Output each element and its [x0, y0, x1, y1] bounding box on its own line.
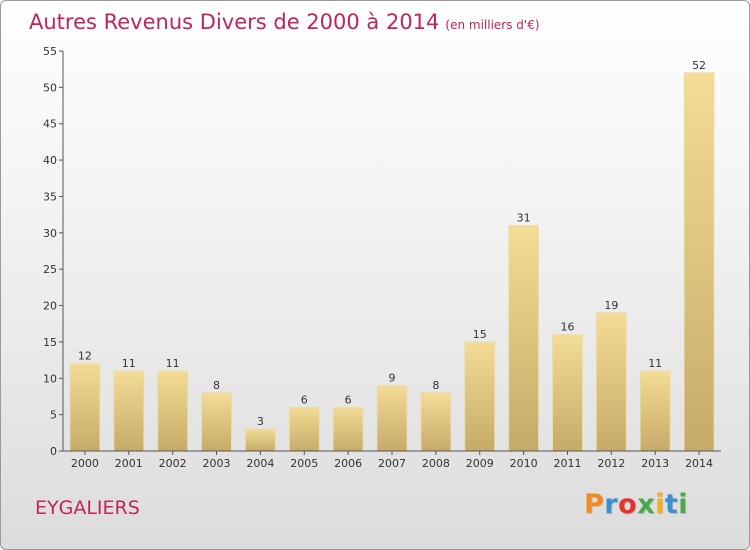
- value-label-2001: 11: [122, 357, 136, 370]
- value-label-2002: 11: [166, 357, 180, 370]
- chart-subtitle: (en milliers d'€): [445, 18, 540, 32]
- x-tick-label-2004: 2004: [246, 457, 274, 470]
- x-tick-label-2005: 2005: [290, 457, 318, 470]
- value-label-2000: 12: [78, 350, 92, 363]
- x-tick-label-2006: 2006: [334, 457, 362, 470]
- value-label-2006: 6: [345, 393, 352, 406]
- x-axis: 2000 2001 2002 2003 2004 2005 2006 2007 2008 2009…: [63, 450, 721, 470]
- x-tick-label-2002: 2002: [159, 457, 187, 470]
- bar-2010: [508, 225, 539, 452]
- y-tick-label: 40: [43, 154, 57, 167]
- y-tick-label: 55: [43, 45, 57, 58]
- x-tick-label-2013: 2013: [641, 457, 669, 470]
- value-label-2004: 3: [257, 415, 264, 428]
- bar-2012: [596, 312, 627, 452]
- logo-letter: x: [637, 489, 656, 520]
- bar-2008: [420, 392, 452, 452]
- logo-letter: r: [604, 489, 619, 520]
- logo-letter: P: [584, 489, 605, 520]
- value-label-2003: 8: [213, 379, 220, 392]
- chart-title-text: Autres Revenus Divers de 2000 à 2014: [29, 10, 440, 34]
- y-tick-label: 25: [43, 263, 57, 276]
- value-label-2009: 15: [473, 328, 487, 341]
- bars: 12 11 11 8 3 6 6 9 8 15 31 16 19 11 52: [69, 59, 715, 452]
- x-tick-label-2014: 2014: [685, 457, 713, 470]
- value-label-2014: 52: [692, 59, 706, 72]
- region-name: EYGALIERS: [35, 497, 140, 519]
- bar-2004: [245, 428, 276, 452]
- bar-2011: [552, 334, 583, 452]
- value-label-2010: 31: [517, 212, 531, 225]
- y-axis: 0 5 10 15 20 25 30 35 40 45 50 55: [43, 45, 64, 458]
- x-tick-label-2008: 2008: [422, 457, 450, 470]
- bar-2000: [69, 363, 101, 452]
- logo-letter: i: [655, 489, 665, 520]
- x-tick-label-2012: 2012: [597, 457, 625, 470]
- value-label-2011: 16: [560, 321, 574, 334]
- chart-title: Autres Revenus Divers de 2000 à 2014 (en …: [29, 10, 540, 34]
- value-label-2013: 11: [648, 357, 662, 370]
- x-tick-label-2000: 2000: [71, 457, 99, 470]
- bar-2009: [464, 341, 495, 452]
- y-tick-label: 5: [50, 409, 57, 422]
- bar-2003: [201, 392, 232, 452]
- bar-2001: [113, 370, 145, 452]
- bar-2013: [639, 370, 671, 452]
- logo-letter: t: [664, 489, 679, 520]
- x-tick-label-2009: 2009: [466, 457, 494, 470]
- y-tick-label: 10: [43, 372, 57, 385]
- y-tick-label: 30: [43, 227, 57, 240]
- y-tick-label: 15: [43, 336, 57, 349]
- y-tick-label: 0: [50, 445, 57, 458]
- x-tick-label-2010: 2010: [510, 457, 538, 470]
- value-label-2005: 6: [301, 393, 308, 406]
- x-tick-label-2007: 2007: [378, 457, 406, 470]
- x-tick-label-2003: 2003: [203, 457, 231, 470]
- value-label-2012: 19: [604, 299, 618, 312]
- logo-letter: o: [618, 489, 638, 520]
- y-tick-label: 45: [43, 118, 57, 131]
- y-tick-label: 50: [43, 81, 57, 94]
- logo-letter: i: [678, 489, 689, 520]
- value-label-2007: 9: [389, 372, 396, 385]
- bar-2006: [332, 406, 364, 452]
- y-tick-label: 20: [43, 300, 57, 313]
- x-tick-label-2001: 2001: [115, 457, 143, 470]
- bar-2014: [683, 72, 715, 452]
- x-tick-label-2011: 2011: [553, 457, 581, 470]
- value-label-2008: 8: [432, 379, 439, 392]
- y-tick-label: 35: [43, 190, 57, 203]
- proxiti-logo: Proxiti: [584, 489, 688, 520]
- bar-2007: [376, 385, 408, 452]
- bar-2005: [288, 406, 320, 452]
- bar-2002: [157, 370, 189, 452]
